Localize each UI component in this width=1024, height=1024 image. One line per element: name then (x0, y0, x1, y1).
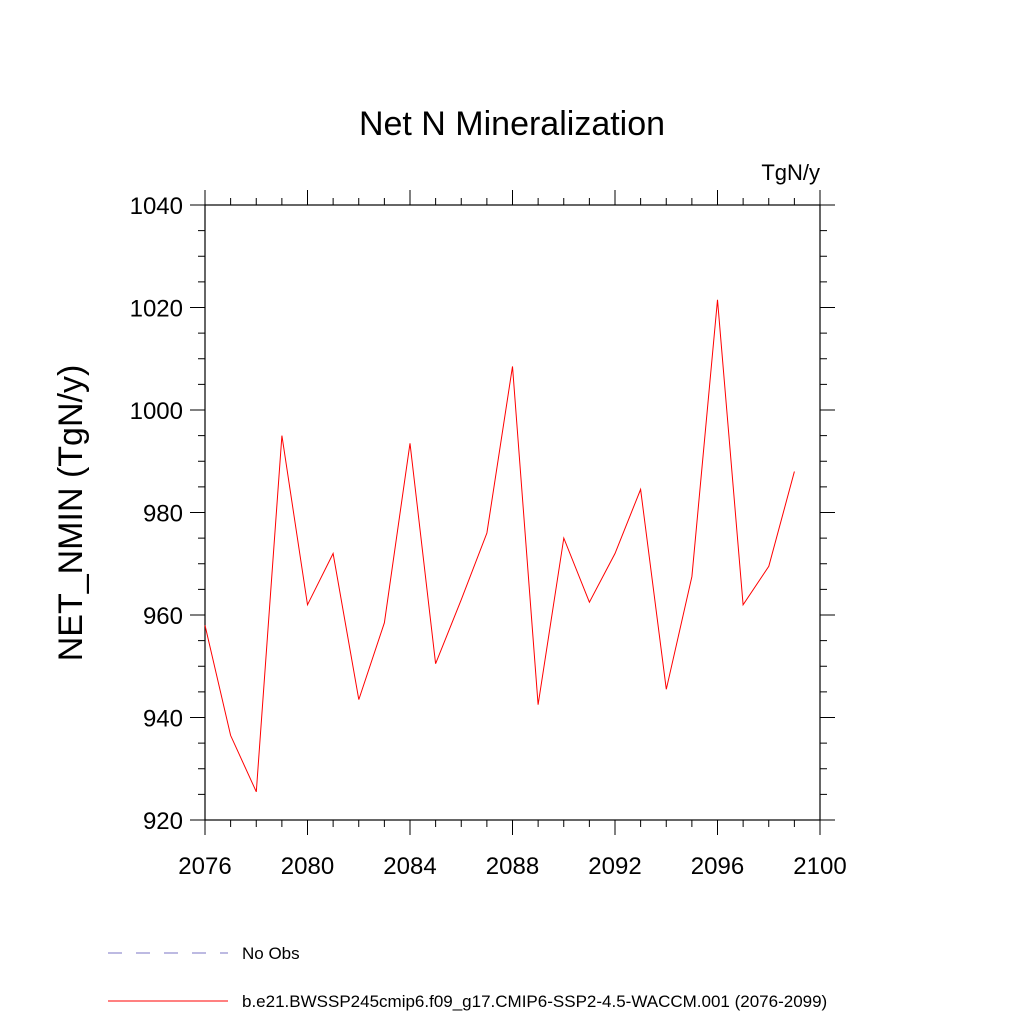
y-tick-label: 920 (143, 808, 183, 835)
x-tick-label: 2088 (486, 853, 539, 880)
y-tick-label: 960 (143, 603, 183, 630)
y-tick-label: 1040 (130, 193, 183, 220)
x-tick-label: 2084 (383, 853, 436, 880)
x-tick-label: 2096 (691, 853, 744, 880)
x-tick-label: 2080 (281, 853, 334, 880)
units-label: TgN/y (761, 160, 820, 185)
x-tick-label: 2100 (793, 853, 846, 880)
legend-no-obs-label: No Obs (242, 944, 300, 963)
series-line (204, 299, 795, 793)
legend: No Obs b.e21.BWSSP245cmip6.f09_g17.CMIP6… (108, 944, 827, 1011)
legend-series-label: b.e21.BWSSP245cmip6.f09_g17.CMIP6-SSP2-4… (242, 992, 827, 1011)
axis-tick-labels: 2076 2080 2084 2088 2092 2096 2100 920 940 960 980… (130, 193, 847, 880)
y-tick-label: 980 (143, 501, 183, 528)
y-axis-label: NET_NMIN (TgN/y) (52, 365, 90, 662)
y-tick-label: 1020 (130, 296, 183, 323)
chart-title: Net N Mineralization (359, 105, 665, 143)
plot-frame (204, 204, 821, 821)
x-tick-label: 2076 (178, 853, 231, 880)
series-layer (204, 299, 795, 793)
y-tick-label: 1000 (130, 398, 183, 425)
x-tick-label: 2092 (588, 853, 641, 880)
axis-ticks (190, 190, 835, 835)
y-tick-label: 940 (143, 706, 183, 733)
